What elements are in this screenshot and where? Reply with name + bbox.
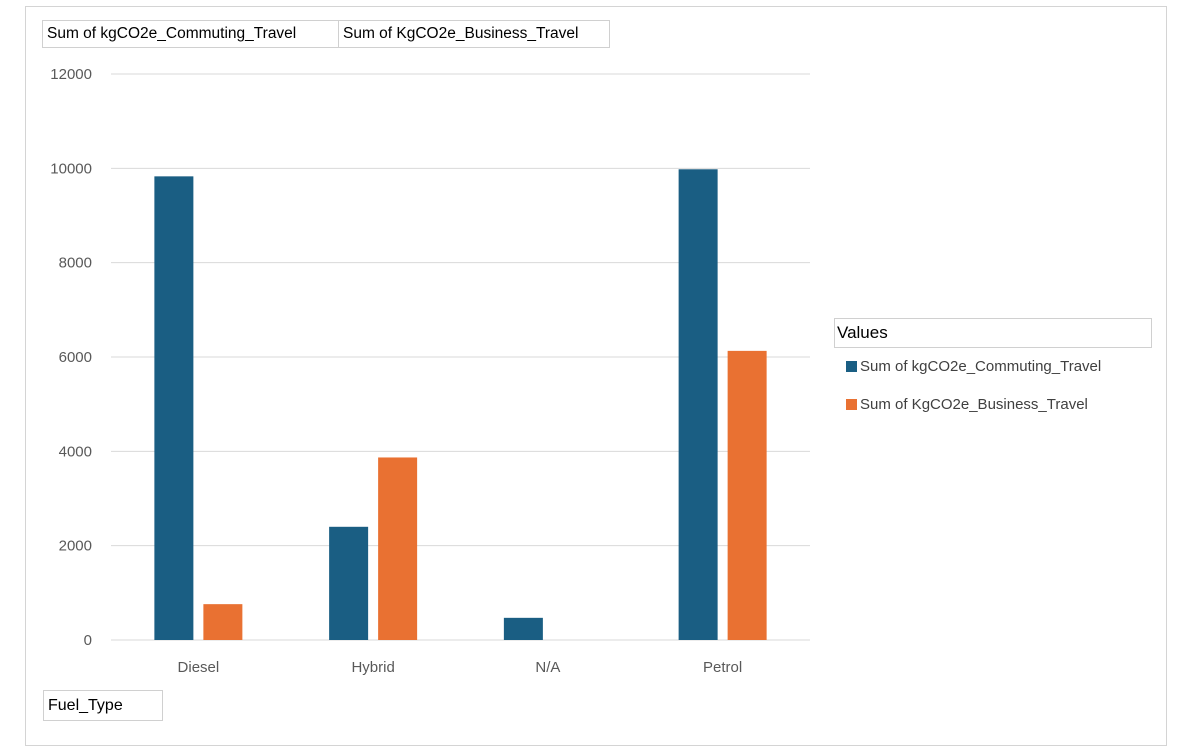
legend-label-commuting: Sum of kgCO2e_Commuting_Travel [860, 358, 1102, 375]
y-tick-label: 0 [84, 632, 92, 649]
x-axis-tick-labels: Diesel Hybrid N/A Petrol [178, 659, 743, 676]
y-tick-label: 12000 [50, 66, 92, 83]
x-tick-label: Petrol [703, 659, 742, 676]
legend-item-commuting[interactable]: Sum of kgCO2e_Commuting_Travel [846, 357, 1101, 377]
y-tick-label: 8000 [59, 255, 92, 272]
x-tick-label: N/A [535, 659, 560, 676]
x-tick-label: Diesel [178, 659, 220, 676]
legend-title-values[interactable]: Values [834, 318, 1152, 348]
y-tick-label: 2000 [59, 538, 92, 555]
y-axis-tick-labels: 0 2000 4000 6000 8000 10000 12000 [50, 66, 92, 649]
chart-plot: 0 2000 4000 6000 8000 10000 12000 Diesel Hybrid… [50, 66, 810, 676]
bar-commuting-hybrid[interactable] [329, 526, 369, 640]
y-tick-label: 4000 [59, 443, 92, 460]
bar-business-hybrid[interactable] [378, 457, 418, 640]
bars [154, 169, 767, 640]
legend-swatch-business [846, 399, 857, 410]
bar-commuting-diesel[interactable] [154, 176, 194, 640]
bar-commuting-petrol[interactable] [678, 169, 718, 640]
legend-label-business: Sum of KgCO2e_Business_Travel [860, 396, 1088, 413]
field-button-business[interactable]: Sum of KgCO2e_Business_Travel [338, 20, 610, 48]
x-tick-label: Hybrid [351, 659, 394, 676]
field-button-commuting[interactable]: Sum of kgCO2e_Commuting_Travel [42, 20, 339, 48]
bar-business-diesel[interactable] [203, 604, 243, 640]
bar-commuting-na[interactable] [503, 617, 543, 640]
y-tick-label: 10000 [50, 160, 92, 177]
legend-swatch-commuting [846, 361, 857, 372]
legend-item-business[interactable]: Sum of KgCO2e_Business_Travel [846, 395, 1088, 415]
bar-business-petrol[interactable] [727, 350, 767, 640]
axis-field-button-fuel-type[interactable]: Fuel_Type [43, 690, 163, 721]
y-tick-label: 6000 [59, 349, 92, 366]
